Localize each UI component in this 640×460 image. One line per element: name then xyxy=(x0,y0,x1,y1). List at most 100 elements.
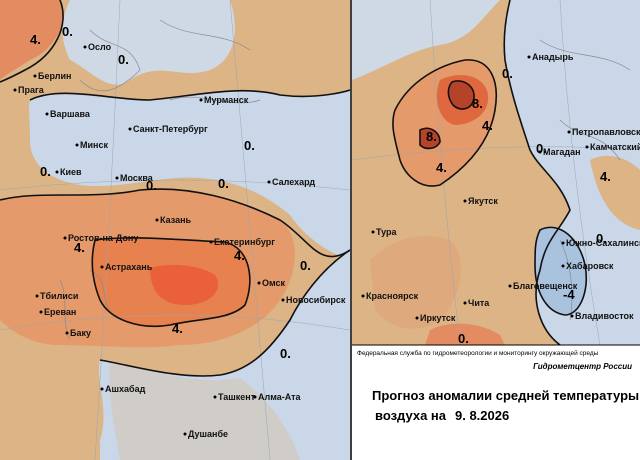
contour-label: 4. xyxy=(234,248,245,263)
city-label: Ташкент xyxy=(218,392,256,402)
contour-label: 0. xyxy=(280,346,291,361)
city-dot xyxy=(75,143,79,147)
city-dot xyxy=(415,316,419,320)
city-label: Мурманск xyxy=(204,95,249,105)
city-dot xyxy=(199,98,203,102)
city-label: Ереван xyxy=(44,307,76,317)
city-dot xyxy=(463,301,467,305)
city-dot xyxy=(567,130,571,134)
city-dot xyxy=(63,236,67,240)
city-label: Киев xyxy=(60,167,82,177)
city-label: Южно-Сахалинск xyxy=(566,238,640,248)
isoline xyxy=(29,89,350,101)
contour-label: 4. xyxy=(482,118,493,133)
city-label: Душанбе xyxy=(188,429,228,439)
cold-area xyxy=(352,0,500,80)
city-dot xyxy=(155,218,159,222)
city-dot xyxy=(65,331,69,335)
contour-label: 0. xyxy=(62,24,73,39)
city-dot xyxy=(35,294,39,298)
city-label: Хабаровск xyxy=(566,261,614,271)
contour-label: 4. xyxy=(600,169,611,184)
city-label: Магадан xyxy=(543,147,581,157)
city-label: Иркутск xyxy=(420,313,456,323)
city-dot xyxy=(281,298,285,302)
city-label: Анадырь xyxy=(532,52,574,62)
city-dot xyxy=(100,265,104,269)
agency-text: Федеральная служба по гидрометеорологии … xyxy=(357,349,599,357)
city-label: Чита xyxy=(468,298,490,308)
city-dot xyxy=(33,74,37,78)
city-dot xyxy=(100,387,104,391)
warm-area xyxy=(425,323,505,345)
contour-label: 8. xyxy=(472,96,483,111)
city-label: Баку xyxy=(70,328,91,338)
contour-label: 0. xyxy=(146,178,157,193)
contour-label: 0. xyxy=(458,331,469,346)
city-dot xyxy=(267,180,271,184)
contour-label: 0. xyxy=(244,138,255,153)
cold-core xyxy=(535,227,587,315)
isoline xyxy=(0,0,64,83)
city-label: Осло xyxy=(88,42,112,52)
city-dot xyxy=(209,240,213,244)
city-dot xyxy=(570,314,574,318)
city-label: Алма-Ата xyxy=(258,392,302,402)
city-dot xyxy=(45,112,49,116)
city-dot xyxy=(83,45,87,49)
left-map xyxy=(0,0,350,460)
contour-label: 0. xyxy=(40,164,51,179)
city-dot xyxy=(538,150,542,154)
city-dot xyxy=(371,230,375,234)
right-map xyxy=(352,0,640,345)
isoline xyxy=(0,188,350,258)
city-dot xyxy=(561,264,565,268)
center-text: Гидрометцентр России xyxy=(533,362,632,371)
title-line: воздуха на xyxy=(375,408,447,423)
contour-label: 4. xyxy=(436,160,447,175)
title-line: Прогноз аномалии средней температуры xyxy=(372,388,639,403)
city-label: Ростов-на-Дону xyxy=(68,233,138,243)
city-dot xyxy=(13,88,17,92)
city-label: Камчатский xyxy=(590,142,640,152)
city-dot xyxy=(527,55,531,59)
contour-label: 0. xyxy=(218,176,229,191)
city-dot xyxy=(508,284,512,288)
isoline xyxy=(534,226,588,316)
contour-label: 4. xyxy=(172,321,183,336)
city-label: Красноярск xyxy=(366,291,419,301)
city-label: Благовещенск xyxy=(513,281,578,291)
isoline xyxy=(91,237,251,328)
city-dot xyxy=(257,281,261,285)
contour-label: 8. xyxy=(426,129,437,144)
city-dot xyxy=(361,294,365,298)
coastline xyxy=(539,39,631,321)
city-dot xyxy=(213,395,217,399)
city-label: Салехард xyxy=(272,177,315,187)
warm-area xyxy=(0,0,64,80)
right-contour-labels: 8. 8. 4. 4. 0. 0. 4. 0. -4 0. xyxy=(426,66,611,346)
contour-label: 4. xyxy=(30,32,41,47)
right-cities: Анадырь Петропавловск Камчатский Магадан… xyxy=(361,52,640,323)
contour-label: -4 xyxy=(563,287,575,302)
warm-area xyxy=(370,236,461,329)
city-dot xyxy=(55,170,59,174)
cold-area xyxy=(29,90,350,260)
graticule xyxy=(0,0,350,460)
contour-label: 0. xyxy=(536,141,547,156)
cold-area xyxy=(504,0,640,345)
cold-area xyxy=(62,0,235,85)
city-label: Берлин xyxy=(38,71,71,81)
isoline xyxy=(392,59,497,187)
isoline xyxy=(447,80,475,110)
city-dot xyxy=(128,127,132,131)
city-dot xyxy=(463,199,467,203)
graticule xyxy=(352,0,640,345)
contour-label: 0. xyxy=(118,52,129,67)
city-label: Омск xyxy=(262,278,286,288)
city-dot xyxy=(585,145,589,149)
city-dot xyxy=(115,176,119,180)
city-label: Екатеринбург xyxy=(214,237,275,247)
